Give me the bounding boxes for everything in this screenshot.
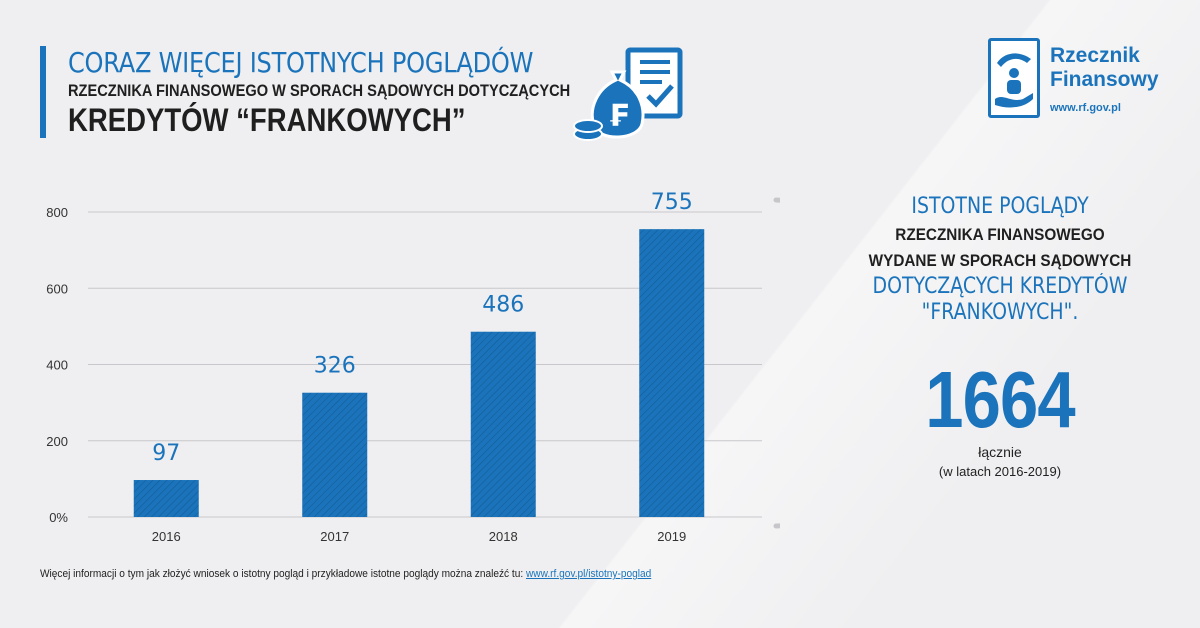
y-tick-label: 800	[46, 205, 68, 220]
x-tick-label: 2018	[489, 529, 518, 544]
svg-text:₣: ₣	[608, 99, 629, 134]
bar-2018	[470, 331, 536, 517]
rzecznik-finansowy-logo: Rzecznik Finansowy www.rf.gov.pl	[988, 38, 1178, 122]
money-bag-document-icon: ₣	[573, 47, 683, 141]
bar-2016	[133, 480, 199, 517]
page-header: CORAZ WIĘCEJ ISTOTNYCH POGLĄDÓW RZECZNIK…	[40, 46, 652, 138]
logo-name: Rzecznik Finansowy	[1050, 44, 1159, 91]
y-tick-label: 200	[46, 434, 68, 449]
bar-chart: 0% 200 400 600 800 97 2016 326 2017 486 2018 755 201…	[0, 180, 780, 550]
data-label: 486	[482, 293, 524, 318]
bar-2019	[639, 229, 705, 517]
summary-line-4: DOTYCZĄCYCH KREDYTÓW	[872, 274, 1128, 299]
total-label: łącznie	[978, 444, 1022, 460]
y-tick-label: 0%	[49, 510, 68, 525]
summary-line-3: WYDANE W SPORACH SĄDOWYCH	[868, 251, 1132, 270]
summary-line-1: ISTOTNE POGLĄDY	[911, 194, 1089, 219]
title-line-2: RZECZNIKA FINANSOWEGO W SPORACH SĄDOWYCH…	[68, 81, 571, 100]
logo-emblem	[988, 38, 1040, 118]
data-label: 326	[314, 354, 356, 379]
y-tick-label: 400	[46, 358, 68, 373]
summary-line-5: "FRANKOWYCH".	[921, 300, 1079, 325]
summary-panel: ISTOTNE POGLĄDY RZECZNIKA FINANSOWEGO WY…	[820, 192, 1180, 479]
protective-hands-icon	[995, 53, 1033, 108]
x-tick-label: 2016	[152, 529, 181, 544]
data-label: 97	[152, 441, 180, 466]
x-tick-label: 2017	[320, 529, 349, 544]
footer-link[interactable]: www.rf.gov.pl/istotny-poglad	[525, 568, 652, 580]
y-tick-label: 600	[46, 281, 68, 296]
title-line-1: CORAZ WIĘCEJ ISTOTNYCH POGLĄDÓW	[68, 46, 534, 79]
total-count: 1664	[925, 355, 1075, 444]
logo-url: www.rf.gov.pl	[1050, 102, 1121, 114]
bar-2017	[302, 392, 368, 517]
title-line-3: KREDYTÓW “FRANKOWYCH”	[68, 102, 466, 138]
data-label: 755	[651, 190, 693, 215]
summary-line-2: RZECZNIKA FINANSOWEGO	[895, 225, 1105, 244]
total-period: (w latach 2016-2019)	[938, 464, 1062, 479]
curly-brace	[773, 197, 780, 529]
footer-text: Więcej informacji o tym jak złożyć wnios…	[40, 568, 526, 580]
footer-note: Więcej informacji o tym jak złożyć wnios…	[40, 568, 651, 580]
bar-chart-svg: 0% 200 400 600 800 97 2016 326 2017 486 2018 755 201…	[46, 190, 780, 544]
x-tick-label: 2019	[657, 529, 686, 544]
